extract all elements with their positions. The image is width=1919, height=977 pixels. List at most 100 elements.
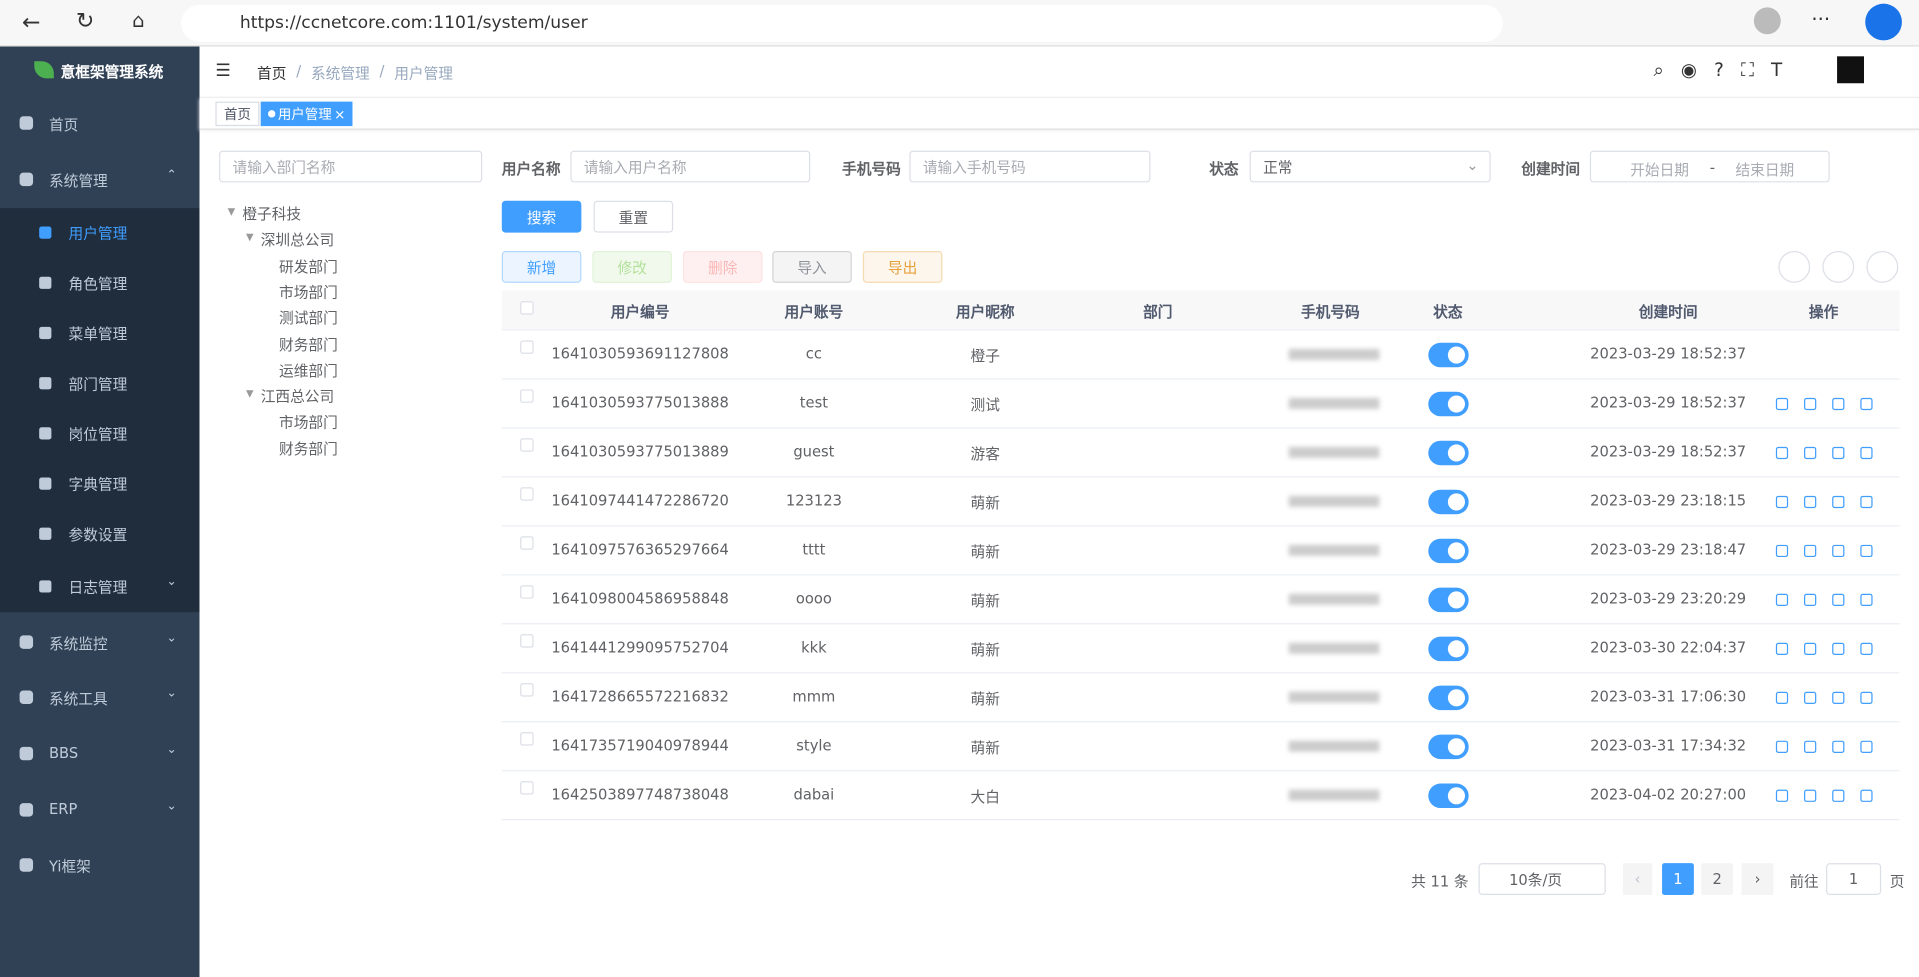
submenu-item[interactable]: 用户管理 — [68, 225, 128, 243]
menu-item[interactable]: 首页 — [48, 116, 79, 134]
button-add[interactable]: 新增 — [501, 250, 582, 283]
action-icon[interactable] — [1832, 740, 1845, 753]
user-avatar[interactable] — [1837, 56, 1864, 84]
help-icon[interactable]: ? — [1714, 58, 1724, 81]
button-reset[interactable]: 重置 — [593, 200, 674, 233]
status-switch[interactable] — [1428, 538, 1469, 564]
status-switch[interactable] — [1428, 685, 1469, 711]
action-icon[interactable] — [1804, 691, 1817, 704]
action-icon[interactable] — [1860, 544, 1873, 558]
checkbox[interactable] — [520, 301, 534, 315]
action-icon[interactable] — [1775, 495, 1789, 509]
action-icon[interactable] — [1860, 397, 1873, 411]
action-icon[interactable] — [1775, 691, 1789, 704]
status-switch[interactable] — [1428, 440, 1469, 466]
action-icon[interactable] — [1832, 642, 1845, 656]
tree-node[interactable]: 市场部门 — [279, 283, 338, 302]
submenu-item[interactable]: 字典管理 — [68, 476, 128, 494]
submenu-item[interactable]: 参数设置 — [68, 526, 128, 544]
checkbox[interactable] — [520, 389, 534, 403]
page-next[interactable]: › — [1741, 863, 1774, 895]
action-icon[interactable] — [1804, 789, 1817, 802]
filter-input[interactable]: 正常 ⌄ — [1249, 150, 1491, 183]
status-switch[interactable] — [1428, 636, 1469, 662]
checkbox[interactable] — [520, 585, 534, 599]
tool-circle[interactable] — [1778, 250, 1811, 283]
menu-item[interactable]: 系统管理 — [48, 172, 108, 190]
dept-search[interactable]: 请输入部门名称 — [219, 150, 483, 183]
tree-node[interactable]: 江西总公司 — [260, 388, 335, 406]
menu-button[interactable]: ··· — [1811, 7, 1831, 31]
submenu-item[interactable]: 岗位管理 — [68, 426, 128, 444]
back-button[interactable]: ← — [22, 9, 41, 36]
action-icon[interactable] — [1832, 495, 1845, 509]
page-size[interactable]: 10条/页 — [1478, 863, 1606, 895]
button-search[interactable]: 搜索 — [501, 200, 582, 233]
goto-input[interactable]: 1 — [1826, 863, 1882, 895]
action-icon[interactable] — [1860, 593, 1873, 607]
tool-circle[interactable] — [1822, 250, 1855, 283]
status-switch[interactable] — [1428, 783, 1469, 809]
checkbox[interactable] — [520, 781, 534, 795]
tree-node[interactable]: 测试部门 — [279, 309, 338, 328]
checkbox[interactable] — [520, 634, 534, 648]
tree-node[interactable]: 运维部门 — [279, 362, 338, 380]
breadcrumb-item[interactable]: 系统管理 — [310, 64, 370, 83]
tree-node[interactable]: 市场部门 — [279, 414, 338, 432]
action-icon[interactable] — [1804, 740, 1817, 753]
page-prev[interactable]: ‹ — [1622, 863, 1653, 895]
button-delete[interactable]: 删除 — [682, 250, 763, 283]
size-icon[interactable]: T — [1770, 58, 1783, 81]
action-icon[interactable] — [1860, 691, 1873, 704]
menu-item[interactable]: Yi框架 — [48, 858, 91, 876]
github-icon[interactable]: ◉ — [1680, 58, 1697, 81]
action-icon[interactable] — [1804, 397, 1817, 411]
filter-input[interactable]: 请输入手机号码 — [909, 150, 1151, 183]
tree-node[interactable]: 财务部门 — [279, 440, 338, 458]
action-icon[interactable] — [1775, 544, 1789, 558]
status-switch[interactable] — [1428, 734, 1469, 760]
tab-active[interactable]: 用户管理 × — [260, 101, 353, 127]
action-icon[interactable] — [1775, 397, 1789, 411]
fullscreen-icon[interactable]: ⛶ — [1740, 58, 1754, 81]
reload-button[interactable]: ↻ — [75, 8, 95, 35]
menu-item[interactable]: 系统监控 — [48, 635, 108, 653]
action-icon[interactable] — [1775, 642, 1789, 656]
action-icon[interactable] — [1775, 740, 1789, 753]
action-icon[interactable] — [1832, 397, 1845, 411]
filter-input[interactable]: 请输入用户名称 — [570, 150, 811, 183]
tree-node[interactable]: 深圳总公司 — [260, 231, 335, 249]
status-switch[interactable] — [1428, 342, 1469, 368]
checkbox[interactable] — [520, 683, 534, 697]
action-icon[interactable] — [1775, 789, 1789, 802]
checkbox[interactable] — [520, 340, 534, 354]
status-switch[interactable] — [1428, 489, 1469, 515]
search-icon[interactable]: ⌕ — [1653, 58, 1664, 81]
button-import[interactable]: 导入 — [772, 250, 852, 283]
action-icon[interactable] — [1804, 446, 1817, 460]
status-switch[interactable] — [1428, 391, 1469, 417]
profile-avatar[interactable] — [1753, 7, 1781, 35]
action-icon[interactable] — [1860, 789, 1873, 802]
action-icon[interactable] — [1804, 544, 1817, 558]
action-icon[interactable] — [1860, 740, 1873, 753]
action-icon[interactable] — [1804, 495, 1817, 509]
checkbox[interactable] — [520, 438, 534, 452]
tree-node[interactable]: 财务部门 — [279, 336, 338, 354]
submenu-item[interactable]: 角色管理 — [68, 275, 128, 293]
action-icon[interactable] — [1860, 446, 1873, 460]
action-icon[interactable] — [1832, 789, 1845, 802]
tool-circle[interactable] — [1866, 250, 1899, 283]
button-edit[interactable]: 修改 — [592, 250, 672, 283]
date-range[interactable]: 开始日期 - 结束日期 — [1589, 150, 1830, 183]
status-switch[interactable] — [1428, 587, 1469, 613]
action-icon[interactable] — [1804, 593, 1817, 607]
menu-item[interactable]: BBS — [48, 744, 79, 762]
bing-button[interactable] — [1865, 3, 1902, 41]
tab[interactable]: 首页 — [215, 101, 260, 127]
tree-node[interactable]: 研发部门 — [279, 257, 338, 275]
tree-node[interactable]: 橙子科技 — [242, 205, 302, 223]
checkbox[interactable] — [520, 732, 534, 746]
checkbox[interactable] — [520, 487, 534, 501]
action-icon[interactable] — [1860, 495, 1873, 509]
